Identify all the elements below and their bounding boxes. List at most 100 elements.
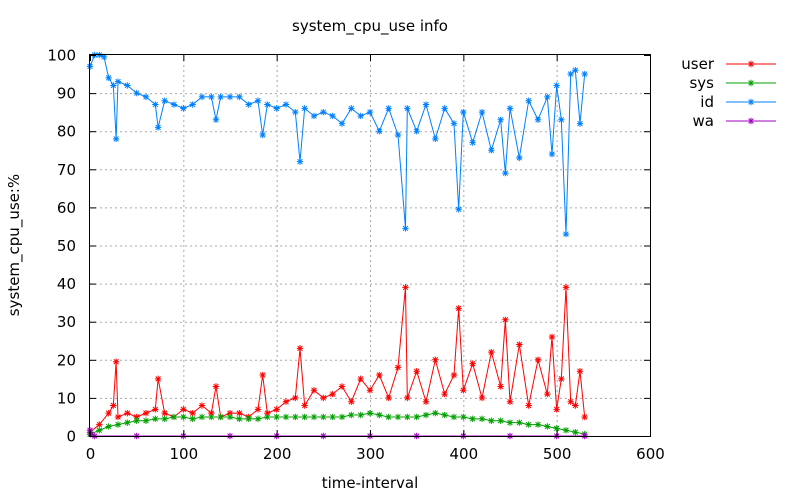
data-point-sys xyxy=(432,410,438,416)
data-point-id xyxy=(161,98,167,104)
data-point-user xyxy=(488,349,494,355)
data-point-sys xyxy=(96,427,102,433)
data-point-user xyxy=(376,372,382,378)
data-point-user xyxy=(558,376,564,382)
data-point-sys xyxy=(423,412,429,418)
data-point-sys xyxy=(189,416,195,422)
data-point-sys xyxy=(488,418,494,424)
data-point-id xyxy=(460,109,466,115)
data-point-id xyxy=(180,105,186,111)
data-point-user xyxy=(423,399,429,405)
series-id xyxy=(87,52,588,237)
data-point-user xyxy=(567,399,573,405)
y-tick-label: 70 xyxy=(57,161,76,179)
data-point-id xyxy=(329,113,335,119)
y-tick-label: 30 xyxy=(57,313,76,331)
data-point-id xyxy=(339,120,345,126)
data-point-user xyxy=(402,284,408,290)
x-tick-label: 100 xyxy=(170,445,199,463)
y-tick-label: 10 xyxy=(57,389,76,407)
data-point-user xyxy=(255,406,261,412)
data-point-id xyxy=(297,158,303,164)
data-point-user xyxy=(161,410,167,416)
data-point-sys xyxy=(329,414,335,420)
data-point-id xyxy=(577,120,583,126)
data-point-user xyxy=(348,399,354,405)
chart-title: system_cpu_use info xyxy=(292,17,448,36)
data-point-id xyxy=(572,67,578,73)
data-point-user xyxy=(469,360,475,366)
data-point-user xyxy=(143,410,149,416)
data-point-sys xyxy=(479,416,485,422)
data-point-user xyxy=(292,395,298,401)
data-point-id xyxy=(283,101,289,107)
data-point-user xyxy=(460,387,466,393)
data-point-user xyxy=(395,364,401,370)
data-point-sys xyxy=(376,412,382,418)
data-point-id xyxy=(376,128,382,134)
data-point-user xyxy=(502,317,508,323)
data-point-id xyxy=(259,132,265,138)
data-point-id xyxy=(301,105,307,111)
data-point-id xyxy=(469,139,475,145)
data-point-id xyxy=(105,75,111,81)
data-point-user xyxy=(413,368,419,374)
data-point-id xyxy=(124,82,130,88)
data-point-id xyxy=(236,94,242,100)
data-point-user xyxy=(115,414,121,420)
data-point-user xyxy=(357,376,363,382)
data-point-user xyxy=(105,410,111,416)
data-point-user xyxy=(273,406,279,412)
data-point-id xyxy=(413,128,419,134)
y-tick-label: 50 xyxy=(57,237,76,255)
legend-label-user: user xyxy=(681,55,715,73)
data-point-user xyxy=(535,357,541,363)
data-point-id xyxy=(451,120,457,126)
y-tick-label: 90 xyxy=(57,85,76,103)
x-axis-label: time-interval xyxy=(322,474,419,492)
data-point-id xyxy=(113,136,119,142)
data-point-id xyxy=(273,105,279,111)
data-point-id xyxy=(497,117,503,123)
data-point-sys xyxy=(451,414,457,420)
data-point-id xyxy=(155,124,161,130)
data-point-user xyxy=(124,410,130,416)
data-point-id xyxy=(189,101,195,107)
data-point-sys xyxy=(208,414,214,420)
data-point-sys xyxy=(441,412,447,418)
data-point-id xyxy=(404,105,410,111)
legend-label-sys: sys xyxy=(689,74,714,92)
legend-marker-id xyxy=(748,99,754,105)
data-point-sys xyxy=(469,416,475,422)
data-point-id xyxy=(441,105,447,111)
y-tick-label: 20 xyxy=(57,351,76,369)
data-point-sys xyxy=(283,414,289,420)
data-point-user xyxy=(110,402,116,408)
data-point-sys xyxy=(367,410,373,416)
data-point-user xyxy=(507,399,513,405)
data-point-id xyxy=(423,101,429,107)
data-point-sys xyxy=(507,419,513,425)
y-tick-label: 100 xyxy=(47,47,76,65)
data-point-id xyxy=(502,170,508,176)
data-point-sys xyxy=(245,416,251,422)
data-point-sys xyxy=(460,414,466,420)
data-point-id xyxy=(402,225,408,231)
legend-marker-sys xyxy=(748,80,754,86)
data-point-sys xyxy=(348,412,354,418)
data-point-user xyxy=(563,284,569,290)
data-point-user xyxy=(441,391,447,397)
data-point-user xyxy=(259,372,265,378)
data-point-id xyxy=(581,71,587,77)
data-point-sys xyxy=(255,416,261,422)
y-tick-label: 0 xyxy=(66,428,76,446)
data-point-id xyxy=(171,101,177,107)
data-point-id xyxy=(525,98,531,104)
data-point-id xyxy=(455,206,461,212)
legend: usersysidwa xyxy=(681,55,776,130)
data-point-sys xyxy=(320,414,326,420)
data-point-sys xyxy=(311,414,317,420)
data-point-sys xyxy=(292,414,298,420)
data-point-user xyxy=(581,414,587,420)
data-point-user xyxy=(155,376,161,382)
